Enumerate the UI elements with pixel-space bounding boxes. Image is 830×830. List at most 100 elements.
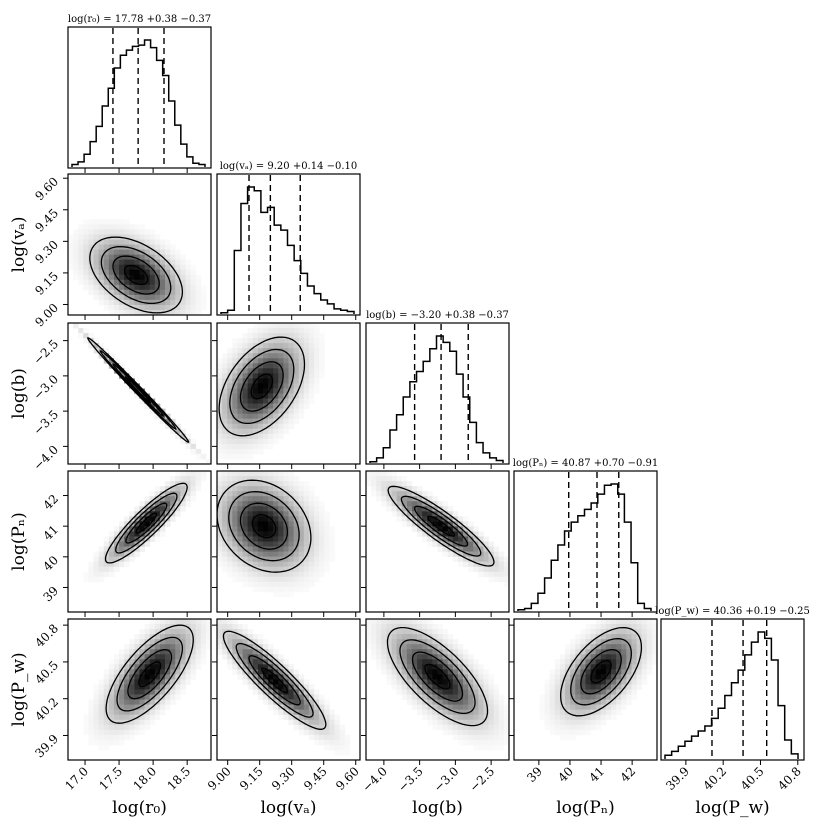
density-cell <box>473 561 479 568</box>
density-cell <box>283 358 289 364</box>
density-cell <box>180 624 186 630</box>
density-cell <box>488 566 495 573</box>
density-cell <box>503 739 509 746</box>
density-cell <box>605 709 612 716</box>
density-cell <box>262 388 269 394</box>
density-cell <box>242 486 249 492</box>
density-cell <box>159 239 166 245</box>
density-cell <box>217 363 223 369</box>
density-cell <box>108 249 115 255</box>
density-cell <box>144 521 151 527</box>
density-cell <box>144 624 151 630</box>
density-cell <box>493 724 500 731</box>
density-cell <box>154 496 161 502</box>
density-cell <box>139 639 146 645</box>
density-cell <box>381 654 387 660</box>
density-cell <box>600 679 607 685</box>
density-cell <box>646 629 653 635</box>
density-cell <box>493 719 500 726</box>
density-cell <box>549 719 556 726</box>
density-cell <box>544 699 551 706</box>
density-cell <box>124 561 130 568</box>
density-cell <box>283 338 289 344</box>
density-cell <box>134 279 140 286</box>
density-cell <box>303 719 310 726</box>
density-cell <box>565 699 571 706</box>
density-cell <box>298 684 305 690</box>
density-cell <box>180 639 186 645</box>
density-cell <box>175 299 181 306</box>
density-cell <box>288 531 295 537</box>
density-cell <box>600 674 607 680</box>
density-cell <box>262 669 269 675</box>
density-cell <box>422 511 428 517</box>
density-cell <box>129 511 135 517</box>
density-cell <box>381 481 387 487</box>
density-cell <box>217 443 223 450</box>
density-cell <box>626 639 632 645</box>
density-cell <box>611 704 617 711</box>
density-cell <box>298 719 305 726</box>
density-cell <box>329 531 335 537</box>
density-cell <box>252 323 259 329</box>
density-cell <box>605 704 612 711</box>
density-cell <box>293 581 300 588</box>
density-cell <box>129 684 135 690</box>
density-cell <box>73 269 79 276</box>
density-cell <box>442 649 449 655</box>
density-cell <box>288 694 295 700</box>
density-cell <box>452 511 459 517</box>
density-cell <box>108 659 115 665</box>
contour-level <box>580 649 622 695</box>
density-cell <box>217 418 223 425</box>
density-cell <box>108 724 115 731</box>
density-cell <box>154 624 161 630</box>
density-cell <box>463 531 469 537</box>
density-cell <box>149 259 156 266</box>
density-cell <box>463 541 469 547</box>
density-cell <box>293 586 300 593</box>
density-cell <box>396 511 403 517</box>
density-cell <box>406 634 413 640</box>
density-cell <box>165 269 171 276</box>
density-cell <box>278 591 284 598</box>
density-cell <box>190 644 197 650</box>
density-cell <box>278 586 284 593</box>
density-cell <box>134 704 140 711</box>
density-cell <box>175 284 181 291</box>
density-cell <box>396 689 403 695</box>
density-cell <box>273 388 279 394</box>
density-cell <box>180 438 186 445</box>
density-cell <box>273 669 279 675</box>
density-cell <box>129 704 135 711</box>
density-cell <box>437 699 444 706</box>
density-cell <box>396 491 403 497</box>
density-cell <box>88 338 94 344</box>
density-cell <box>119 224 125 230</box>
density-cell <box>103 219 110 225</box>
density-cell <box>134 639 140 645</box>
density-cell <box>217 438 223 445</box>
density-cell <box>457 516 464 522</box>
density-cell <box>222 624 228 630</box>
panel-title-3: log(Pₙ) = 40.87 +0.70 −0.91 <box>513 458 659 469</box>
density-cell <box>103 541 110 547</box>
density-cell <box>98 269 105 276</box>
density-cell <box>616 669 622 675</box>
density-cell <box>108 229 115 235</box>
density-cell <box>406 694 413 700</box>
density-cell <box>124 551 130 558</box>
density-cell <box>570 654 576 660</box>
density-cell <box>406 486 413 492</box>
density-cell <box>165 649 171 655</box>
density-cell <box>154 289 161 296</box>
density-cell <box>165 704 171 711</box>
density-cell <box>119 724 125 731</box>
density-cell <box>411 511 418 517</box>
density-cell <box>108 531 115 537</box>
density-cell <box>580 704 586 711</box>
density-cell <box>242 408 249 415</box>
density-cell <box>268 659 274 665</box>
density-cell <box>108 699 115 706</box>
density-cell <box>463 709 469 716</box>
